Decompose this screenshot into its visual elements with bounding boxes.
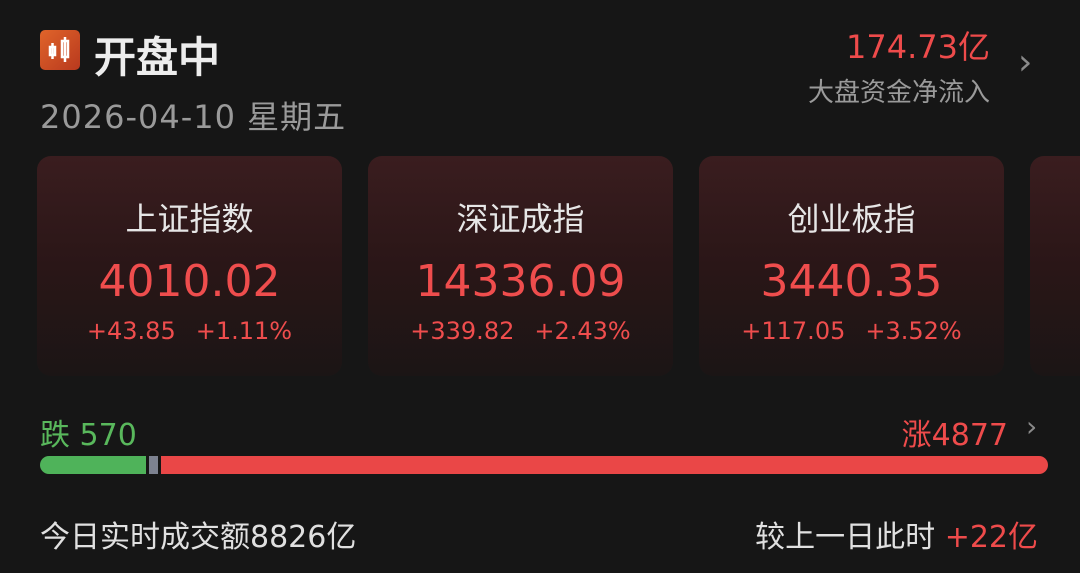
index-change: +339.82: [410, 317, 515, 345]
index-card[interactable]: 上证指数 4010.02 +43.85 +1.11%: [37, 156, 342, 376]
index-card-partial[interactable]: [1030, 156, 1080, 376]
chevron-right-icon[interactable]: ›: [1026, 410, 1038, 443]
index-card[interactable]: 创业板指 3440.35 +117.05 +3.52%: [699, 156, 1004, 376]
index-pct: +3.52%: [865, 317, 962, 345]
advancers-label: 涨: [901, 418, 932, 453]
weekday: 星期五: [247, 98, 347, 136]
flat-bar: [149, 456, 158, 474]
index-value: 3440.35: [760, 256, 943, 307]
net-inflow-value[interactable]: 174.73亿: [846, 28, 990, 66]
index-pct: +2.43%: [534, 317, 631, 345]
index-name: 上证指数: [125, 200, 254, 238]
index-pct: +1.11%: [195, 317, 293, 345]
turnover-compare-value: +22亿: [944, 520, 1038, 555]
turnover-compare-label: 较上一日此时: [755, 520, 936, 555]
index-value: 4010.02: [98, 256, 281, 307]
index-change: +43.85: [86, 317, 176, 345]
turnover-value: 8826亿: [250, 520, 357, 555]
market-status: 开盘中: [94, 33, 221, 82]
index-card[interactable]: 深证成指 14336.09 +339.82 +2.43%: [368, 156, 673, 376]
decliners-bar: [40, 456, 146, 474]
advancers-count[interactable]: 涨4877: [902, 410, 1008, 454]
turnover-label: 今日实时成交额: [40, 520, 250, 555]
decliners-label: 跌: [40, 418, 70, 453]
index-change: +117.05: [741, 317, 846, 345]
advancers-value: 4877: [931, 418, 1008, 453]
index-name: 深证成指: [456, 200, 585, 238]
chevron-right-icon[interactable]: ›: [1018, 42, 1033, 83]
advancers-bar: [161, 456, 1048, 474]
date: 2026-04-10 星期五: [40, 92, 346, 138]
decliners-value: 570: [79, 418, 137, 453]
net-inflow-label[interactable]: 大盘资金净流入: [807, 78, 990, 108]
candlestick-icon: [40, 30, 80, 70]
decliners-count: 跌 570: [40, 410, 137, 454]
index-name: 创业板指: [787, 200, 916, 238]
turnover: 今日实时成交额8826亿: [40, 512, 356, 556]
index-value: 14336.09: [415, 256, 626, 307]
turnover-compare: 较上一日此时 +22亿: [755, 512, 1038, 556]
date-value: 2026-04-10: [40, 98, 236, 136]
